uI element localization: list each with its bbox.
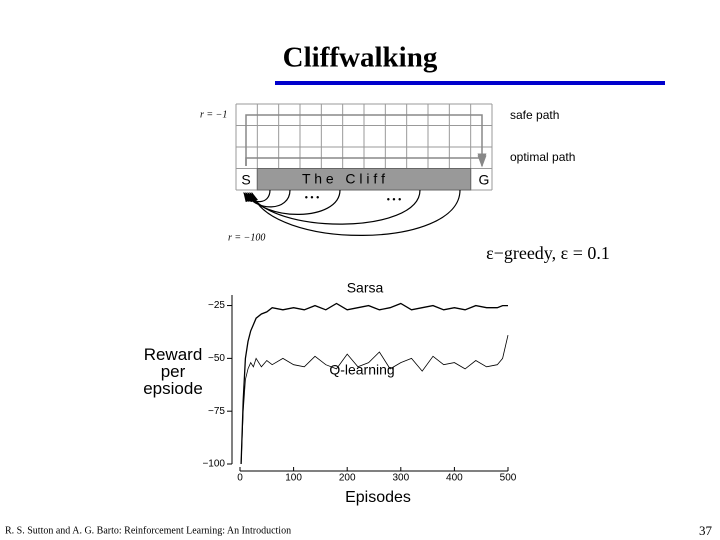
cliff <box>256 168 472 191</box>
y-tick-label: −25 <box>208 300 225 311</box>
x-tick-label: 200 <box>339 473 356 484</box>
slide-title: Cliffwalking <box>283 42 438 74</box>
x-tick-label: 100 <box>285 473 302 484</box>
y-axis-label: Reward per epsiode <box>143 345 203 398</box>
y-tick-label: −100 <box>202 459 225 470</box>
series-line <box>240 335 509 465</box>
series-label: Sarsa <box>347 280 384 296</box>
dots: • • • <box>387 194 401 204</box>
series-line <box>240 302 508 465</box>
subtitle: ε−greedy, ε = 0.1 <box>486 243 610 263</box>
y-tick-label: −75 <box>208 406 225 417</box>
x-tick-label: 0 <box>237 473 243 484</box>
dots: • • • <box>305 192 319 202</box>
x-tick-label: 500 <box>500 473 517 484</box>
y-tick-label: −50 <box>208 353 225 364</box>
page-number: 37 <box>699 523 713 538</box>
start-label: S <box>241 172 250 188</box>
reward-step: r = −1 <box>200 109 227 120</box>
safe-path <box>245 114 487 166</box>
x-tick-label: 400 <box>446 473 463 484</box>
x-axis-label: Episodes <box>345 489 411 506</box>
reward-cliff: r = −100 <box>228 232 265 243</box>
safe-path-label: safe path <box>510 108 559 122</box>
optimal-path <box>245 155 487 168</box>
optimal-path-label: optimal path <box>510 150 575 164</box>
x-tick-label: 300 <box>392 473 409 484</box>
cliff-returns <box>243 189 461 236</box>
goal-label: G <box>479 172 490 188</box>
cliff-label: T h e C l i f f <box>302 171 385 187</box>
footer: R. S. Sutton and A. G. Barto: Reinforcem… <box>5 525 291 536</box>
series-label: Q-learning <box>329 362 394 378</box>
